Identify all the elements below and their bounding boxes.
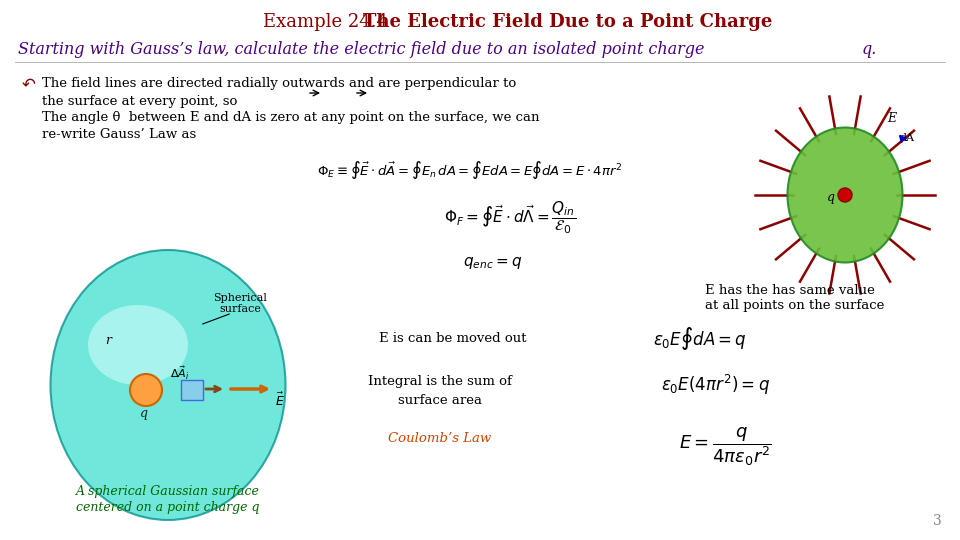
Text: The Electric Field Due to a Point Charge: The Electric Field Due to a Point Charge (363, 13, 773, 31)
Ellipse shape (51, 250, 285, 520)
Text: Integral is the sum of: Integral is the sum of (368, 375, 512, 388)
Text: Spherical: Spherical (213, 293, 267, 303)
Text: dA: dA (900, 133, 915, 143)
Text: The angle θ  between E and dA is zero at any point on the surface, we can: The angle θ between E and dA is zero at … (42, 111, 540, 125)
Text: q.: q. (862, 42, 877, 58)
Text: $\epsilon_0 E(4\pi r^2) = q$: $\epsilon_0 E(4\pi r^2) = q$ (660, 373, 770, 397)
Text: $\vec{E}$: $\vec{E}$ (276, 392, 285, 409)
Text: E: E (887, 112, 896, 125)
Text: Starting with Gauss’s law, calculate the electric field due to an isolated point: Starting with Gauss’s law, calculate the… (18, 42, 709, 58)
Text: E has the has same value
at all points on the surface: E has the has same value at all points o… (706, 284, 885, 312)
Text: The field lines are directed radially outwards and are perpendicular to: The field lines are directed radially ou… (42, 78, 516, 91)
Bar (181, 380, 203, 400)
Text: surface: surface (219, 304, 261, 314)
Text: $\Delta \vec{A}_i$: $\Delta \vec{A}_i$ (170, 364, 190, 382)
Text: the surface at every point, so: the surface at every point, so (42, 94, 237, 107)
Text: Example 24.4: Example 24.4 (263, 13, 394, 31)
Circle shape (130, 374, 162, 406)
Text: $\epsilon_0 E \oint dA = q$: $\epsilon_0 E \oint dA = q$ (653, 325, 747, 352)
Text: $q_{enc} = q$: $q_{enc} = q$ (464, 255, 522, 271)
Circle shape (838, 188, 852, 202)
Text: 3: 3 (933, 514, 942, 528)
Text: $E = \dfrac{q}{4\pi\epsilon_0 r^2}$: $E = \dfrac{q}{4\pi\epsilon_0 r^2}$ (679, 426, 772, 468)
Ellipse shape (787, 127, 902, 262)
Text: surface area: surface area (398, 394, 482, 407)
Text: centered on a point charge q: centered on a point charge q (76, 501, 260, 514)
Text: re-write Gauss’ Law as: re-write Gauss’ Law as (42, 129, 196, 141)
Text: ↶: ↶ (22, 75, 36, 93)
Text: $\Phi_F = \oint \vec{E} \cdot d\vec{\Lambda} = \dfrac{Q_{in}}{\mathcal{E}_0}$: $\Phi_F = \oint \vec{E} \cdot d\vec{\Lam… (444, 200, 576, 236)
Ellipse shape (88, 305, 188, 385)
Text: r: r (105, 334, 111, 347)
Text: q: q (140, 407, 148, 420)
Text: A spherical Gaussian surface: A spherical Gaussian surface (76, 485, 260, 498)
Text: q: q (827, 192, 835, 205)
Text: Coulomb’s Law: Coulomb’s Law (389, 431, 492, 444)
Text: $\Phi_E \equiv \oint \vec{E} \cdot d\vec{A} = \oint E_n \, dA = \oint E dA = E\o: $\Phi_E \equiv \oint \vec{E} \cdot d\vec… (317, 159, 623, 181)
Text: E is can be moved out: E is can be moved out (379, 332, 527, 345)
